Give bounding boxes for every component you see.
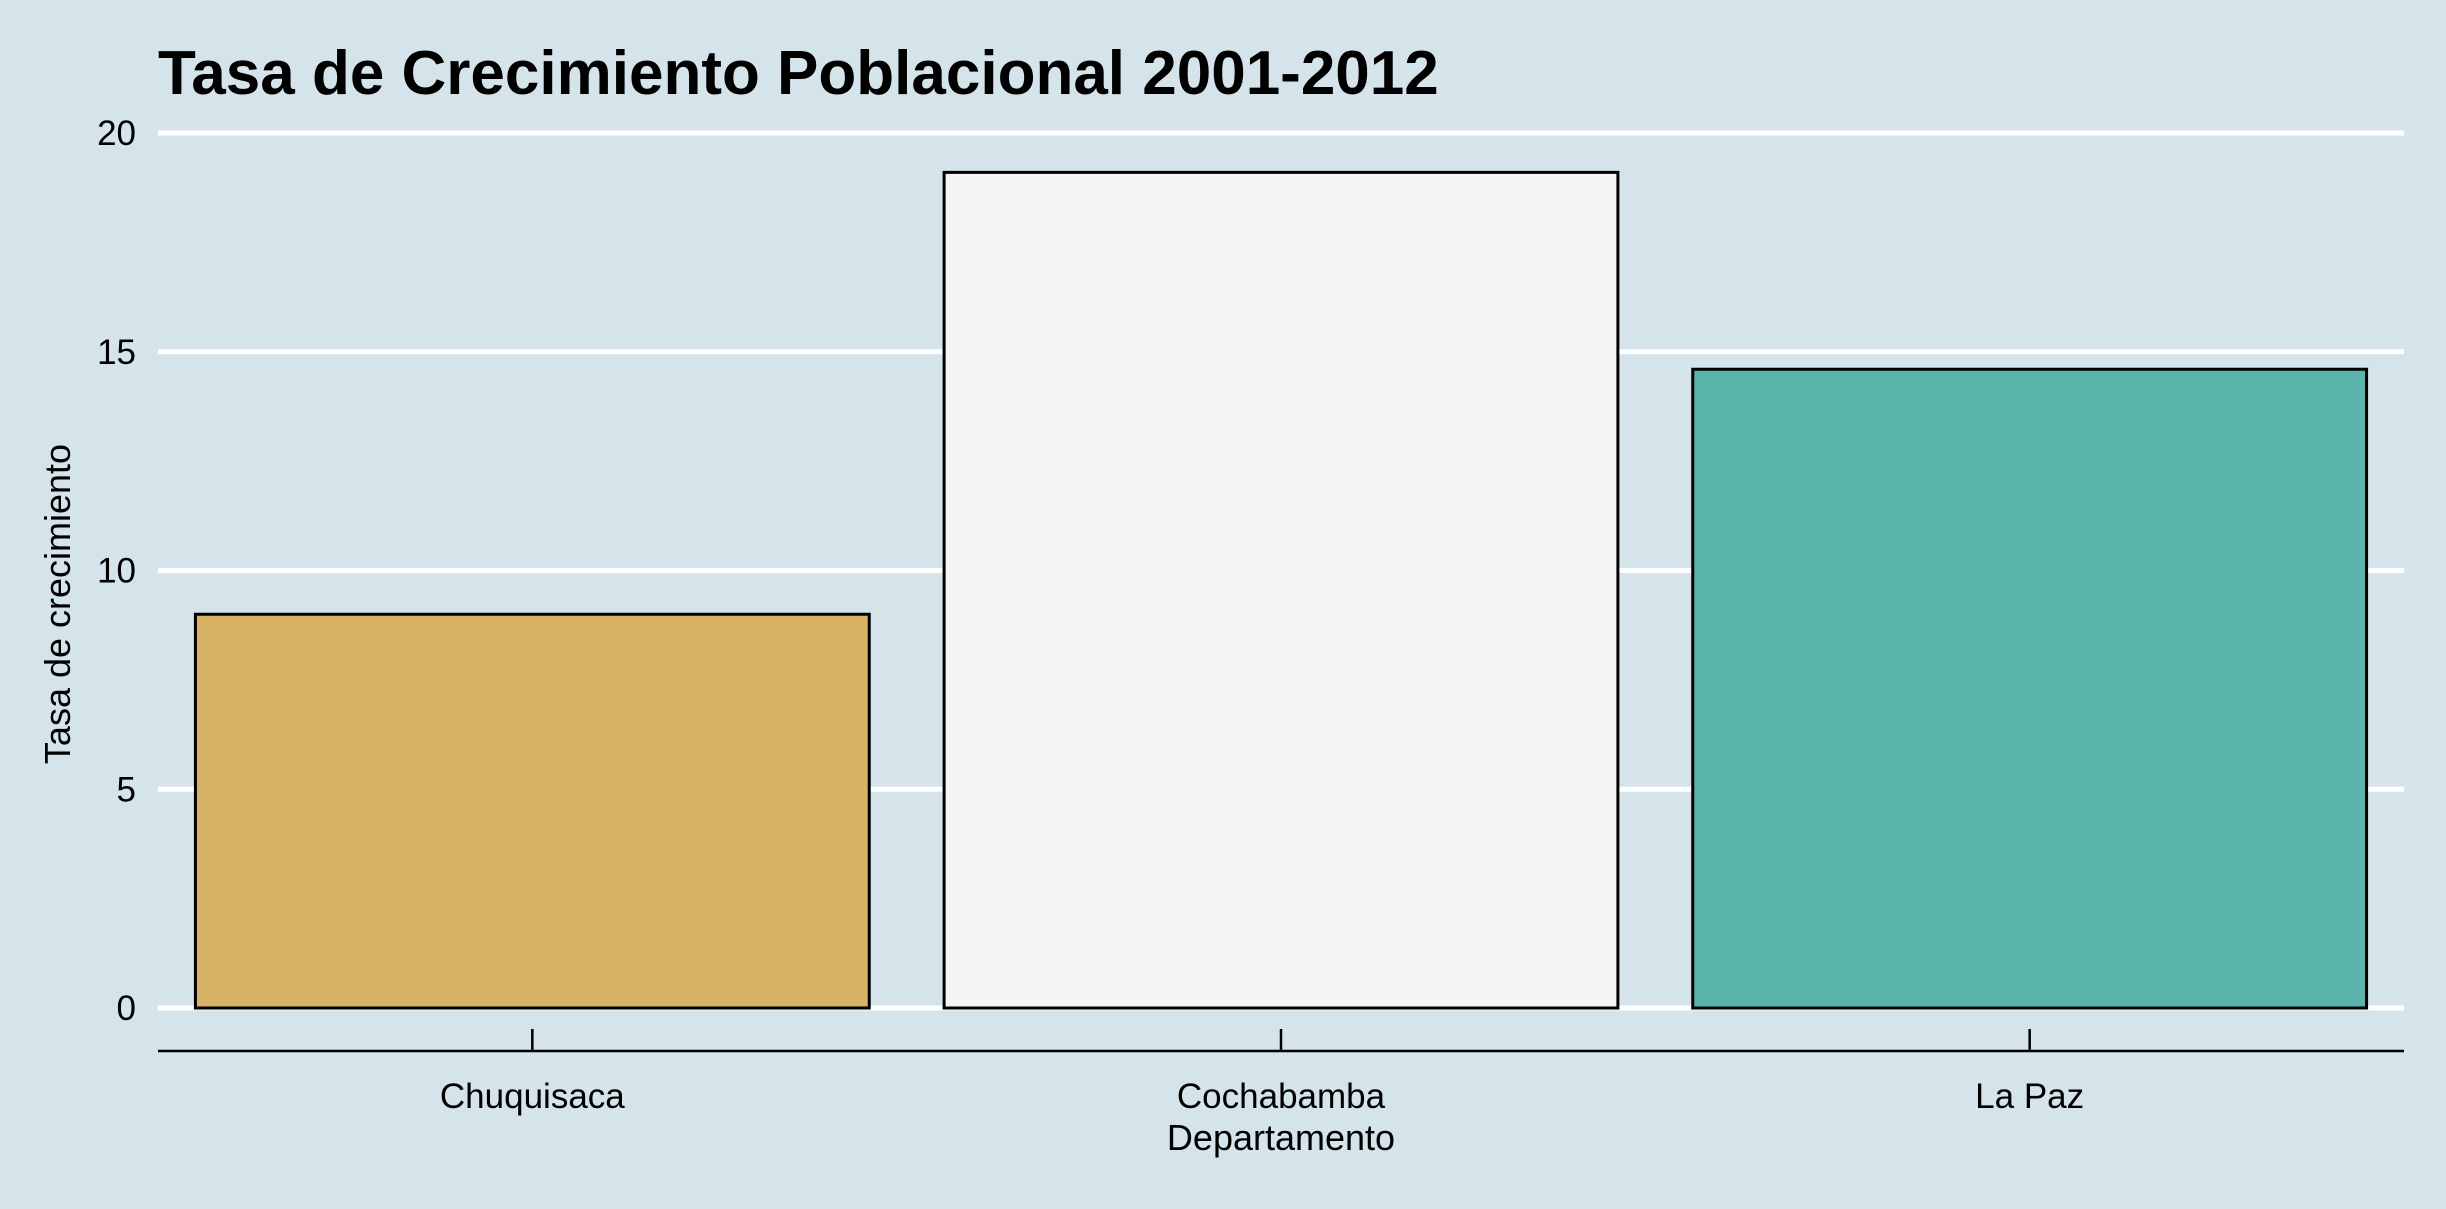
chart-title: Tasa de Crecimiento Poblacional 2001-201…: [158, 39, 1439, 108]
x-tick-label-la-paz: La Paz: [1975, 1077, 2084, 1116]
y-tick-label-5: 5: [117, 770, 136, 809]
y-tick-label-0: 0: [117, 989, 136, 1028]
bars: [193, 170, 2369, 1010]
y-tick-label-20: 20: [97, 114, 136, 153]
x-axis-label: Departamento: [1167, 1117, 1395, 1158]
x-axis-ticks: Chuquisaca Cochabamba La Paz: [440, 1029, 2084, 1116]
bar-cochabamba: [942, 170, 1620, 1010]
bar-chuquisaca: [193, 612, 871, 1010]
y-tick-label-15: 15: [97, 333, 136, 372]
y-axis-label: Tasa de crecimiento: [37, 444, 78, 764]
x-tick-label-cochabamba: Cochabamba: [1177, 1077, 1386, 1116]
y-tick-label-10: 10: [97, 552, 136, 591]
bar-la-paz: [1691, 367, 2369, 1010]
x-tick-label-chuquisaca: Chuquisaca: [440, 1077, 625, 1116]
y-axis-ticks: 0 5 10 15 20: [97, 114, 136, 1028]
